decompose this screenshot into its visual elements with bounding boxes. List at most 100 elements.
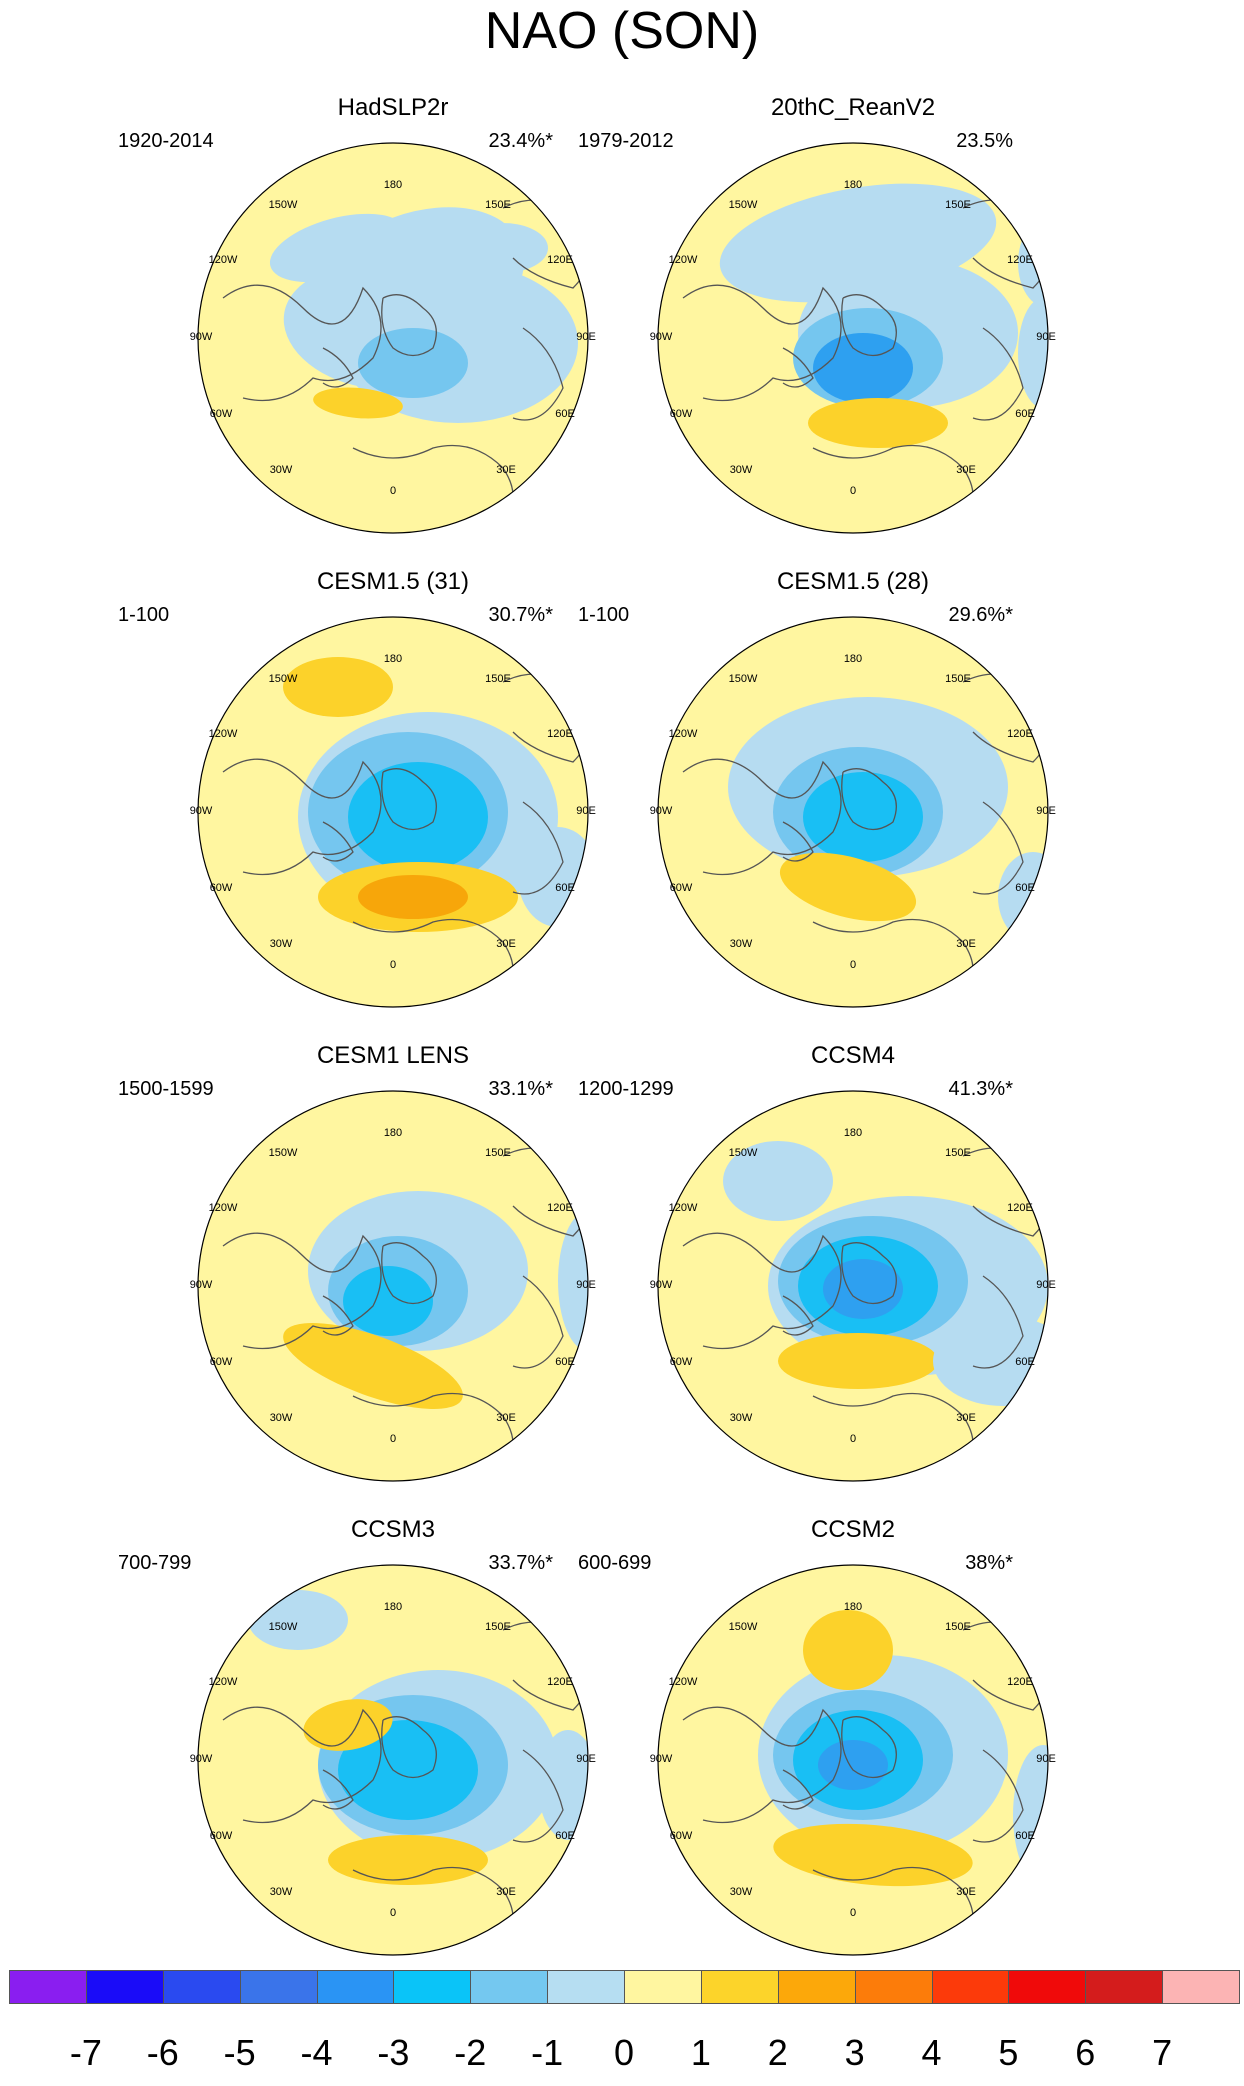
positive-anomaly-region: [328, 1835, 488, 1885]
longitude-label: 120W: [209, 1202, 238, 1214]
coastline: [841, 1242, 897, 1305]
longitude-label: 120W: [209, 728, 238, 740]
longitude-label: 30W: [270, 464, 293, 476]
negative-anomaly-region: [823, 1259, 903, 1319]
longitude-label: 180: [384, 653, 402, 665]
longitude-label: 150W: [269, 199, 298, 211]
polar-stereographic-map: 180 150W 150E 120W 120E 90W 90E 60W 60E 30W 30E 0: [650, 142, 1056, 534]
longitude-label: 150E: [485, 673, 511, 685]
panel-title: CCSM4: [810, 1042, 895, 1069]
colorbar-swatch: [700, 1970, 779, 2004]
longitude-label: 180: [844, 1601, 862, 1613]
longitude-label: 150E: [485, 199, 511, 211]
negative-anomaly-region: [343, 1266, 433, 1336]
longitude-label: 60E: [1015, 882, 1035, 894]
negative-anomaly-region: [803, 772, 923, 862]
negative-anomaly-region: [348, 762, 488, 872]
longitude-label: 90W: [190, 1753, 213, 1765]
longitude-label: 150W: [729, 199, 758, 211]
negative-anomaly-region: [1063, 822, 1093, 872]
panel-variance-explained: 29.6%*: [948, 604, 1014, 626]
colorbar-tick-label: -7: [69, 2032, 102, 2073]
coastline: [682, 1706, 842, 1824]
map-panel: CESM1 LENS 1500-1599 33.1%* 180 150W 150E 120W…: [113, 1041, 673, 1511]
longitude-label: 60E: [555, 882, 575, 894]
map-border: [197, 142, 589, 534]
longitude-label: 0: [390, 485, 396, 497]
colorbar-swatch: [777, 1970, 856, 2004]
colorbar-tick-label: -1: [531, 2032, 564, 2073]
longitude-label: 90W: [650, 1753, 673, 1765]
polar-stereographic-map: 180 150W 150E 120W 120E 90W 90E 60W 60E 30W 30E 0: [190, 142, 596, 534]
negative-anomaly-region: [358, 328, 468, 398]
longitude-label: 120E: [1007, 728, 1033, 740]
longitude-label: 150W: [269, 1147, 298, 1159]
negative-anomaly-region: [1018, 298, 1048, 408]
colorbar-swatch: [854, 1970, 933, 2004]
longitude-label: 90E: [576, 331, 596, 343]
longitude-label: 30E: [496, 464, 516, 476]
colorbar-tick-label: -2: [454, 2032, 487, 2073]
colorbar-swatch: [316, 1970, 395, 2004]
negative-anomaly-region: [338, 1720, 478, 1820]
longitude-label: 60E: [1015, 408, 1035, 420]
colorbar-tick-label: 0: [613, 2032, 635, 2073]
longitude-label: 90E: [1036, 1279, 1056, 1291]
longitude-label: 90W: [650, 805, 673, 817]
polar-stereographic-map: 180 150W 150E 120W 120E 90W 90E 60W 60E 30W 30E 0: [650, 616, 1093, 1008]
coastline: [222, 1706, 382, 1824]
longitude-label: 120W: [669, 1202, 698, 1214]
panel-variance-explained: 23.5%: [956, 130, 1013, 152]
panel-period: 1200-1299: [578, 1078, 674, 1100]
longitude-label: 120W: [209, 1676, 238, 1688]
colorbar-swatch: [624, 1970, 702, 2004]
longitude-label: 30W: [730, 1886, 753, 1898]
coastline: [322, 821, 354, 862]
colorbar-tick-label: 3: [844, 2032, 865, 2073]
map-border: [657, 1564, 1049, 1956]
longitude-label: 60E: [1015, 1830, 1035, 1842]
map-border: [197, 1090, 589, 1482]
longitude-label: 150E: [945, 199, 971, 211]
map-panel: CESM1.5 (31) 1-100 30.7%* 180 150W 150E 120W 12…: [113, 567, 673, 1037]
longitude-label: 0: [850, 959, 856, 971]
negative-anomaly-region: [998, 852, 1048, 942]
panel-variance-explained: 23.4%*: [488, 130, 554, 152]
panel-title: HadSLP2r: [337, 94, 449, 121]
longitude-label: 60E: [1015, 1356, 1035, 1368]
longitude-label: 30W: [270, 1412, 293, 1424]
longitude-label: 150W: [729, 1147, 758, 1159]
longitude-label: 30E: [496, 1412, 516, 1424]
coastline: [381, 768, 437, 831]
positive-anomaly-region: [779, 852, 917, 922]
panel-title: CESM1.5 (31): [316, 568, 470, 595]
coastline: [841, 768, 897, 831]
colorbar-swatch: [470, 1970, 549, 2004]
figure-title: NAO (SON): [484, 2, 760, 60]
panel-title: CCSM2: [810, 1516, 895, 1543]
coastline: [972, 801, 1024, 895]
longitude-label: 180: [384, 1601, 402, 1613]
panel-period: 1979-2012: [578, 130, 674, 152]
longitude-label: 0: [390, 959, 396, 971]
panel-variance-explained: 33.1%*: [488, 1078, 554, 1100]
colorbar-tick-label: 4: [921, 2032, 942, 2073]
positive-anomaly-region: [283, 1322, 463, 1410]
longitude-label: 180: [384, 179, 402, 191]
longitude-label: 90E: [576, 1753, 596, 1765]
colorbar-swatch: [1085, 1970, 1164, 2004]
map-disc: [198, 1565, 588, 1955]
colorbar: [9, 1970, 1240, 2006]
coastline: [222, 758, 382, 876]
coastline: [512, 1749, 564, 1843]
map-panel: CCSM2 600-699 38%* 180 150W 150E 120W 120E 90W 90…: [573, 1515, 1133, 1985]
longitude-label: 180: [844, 1127, 862, 1139]
map-panel: CCSM4 1200-1299 41.3%* 180 150W 150E 120W 120E 9…: [573, 1041, 1133, 1511]
map-panel: CESM1.5 (28) 1-100 29.6%* 180 150W 150E 120W 12…: [573, 567, 1133, 1037]
panel-period: 1-100: [578, 604, 630, 626]
coastline: [322, 1295, 354, 1336]
longitude-label: 30E: [496, 1886, 516, 1898]
negative-anomaly-region: [269, 213, 407, 283]
negative-anomaly-region: [558, 1211, 588, 1351]
panel-title: 20thC_ReanV2: [770, 94, 936, 121]
